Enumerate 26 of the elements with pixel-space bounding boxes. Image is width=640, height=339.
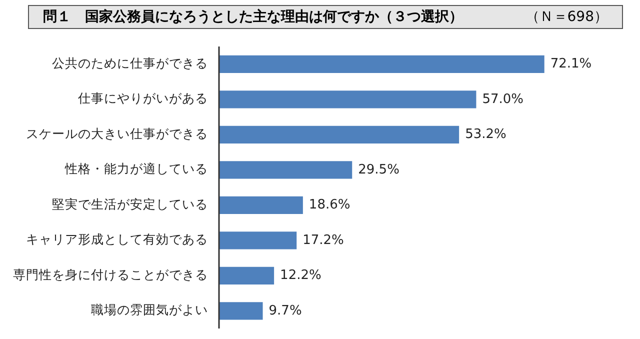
data-label: 57.0% bbox=[482, 92, 524, 107]
data-label: 29.5% bbox=[358, 162, 400, 178]
y-tick-label: 専門性を身に付けることができる bbox=[13, 266, 208, 282]
data-label: 12.2% bbox=[280, 268, 322, 283]
y-tick-label: キャリア形成として有効である bbox=[26, 232, 208, 247]
data-label: 72.1% bbox=[550, 56, 592, 72]
bar bbox=[219, 55, 544, 73]
y-tick-label: 公共のために仕事ができる bbox=[52, 55, 208, 70]
chart-title: 問１ 国家公務員になろうとした主な理由は何ですか（３つ選択） bbox=[43, 8, 463, 26]
data-label: 18.6% bbox=[308, 198, 350, 212]
bar bbox=[219, 126, 460, 144]
data-label: 17.2% bbox=[302, 232, 344, 248]
bar bbox=[219, 232, 297, 250]
data-label: 9.7% bbox=[268, 303, 302, 318]
bar bbox=[219, 266, 274, 284]
bar bbox=[219, 302, 263, 320]
bar bbox=[219, 90, 476, 108]
y-tick-label: 堅実で生活が安定している bbox=[52, 196, 208, 212]
y-tick-label: 職場の雰囲気がよい bbox=[91, 302, 208, 318]
bar bbox=[219, 196, 303, 214]
bar bbox=[219, 161, 352, 179]
y-tick-label: 性格・能力が適している bbox=[64, 161, 208, 176]
data-label: 53.2% bbox=[465, 127, 506, 142]
y-tick-label: スケールの大きい仕事ができる bbox=[26, 126, 208, 141]
y-tick-label: 仕事にやりがいがある bbox=[77, 90, 208, 106]
chart-subtitle: （Ｎ＝698） bbox=[525, 8, 608, 26]
